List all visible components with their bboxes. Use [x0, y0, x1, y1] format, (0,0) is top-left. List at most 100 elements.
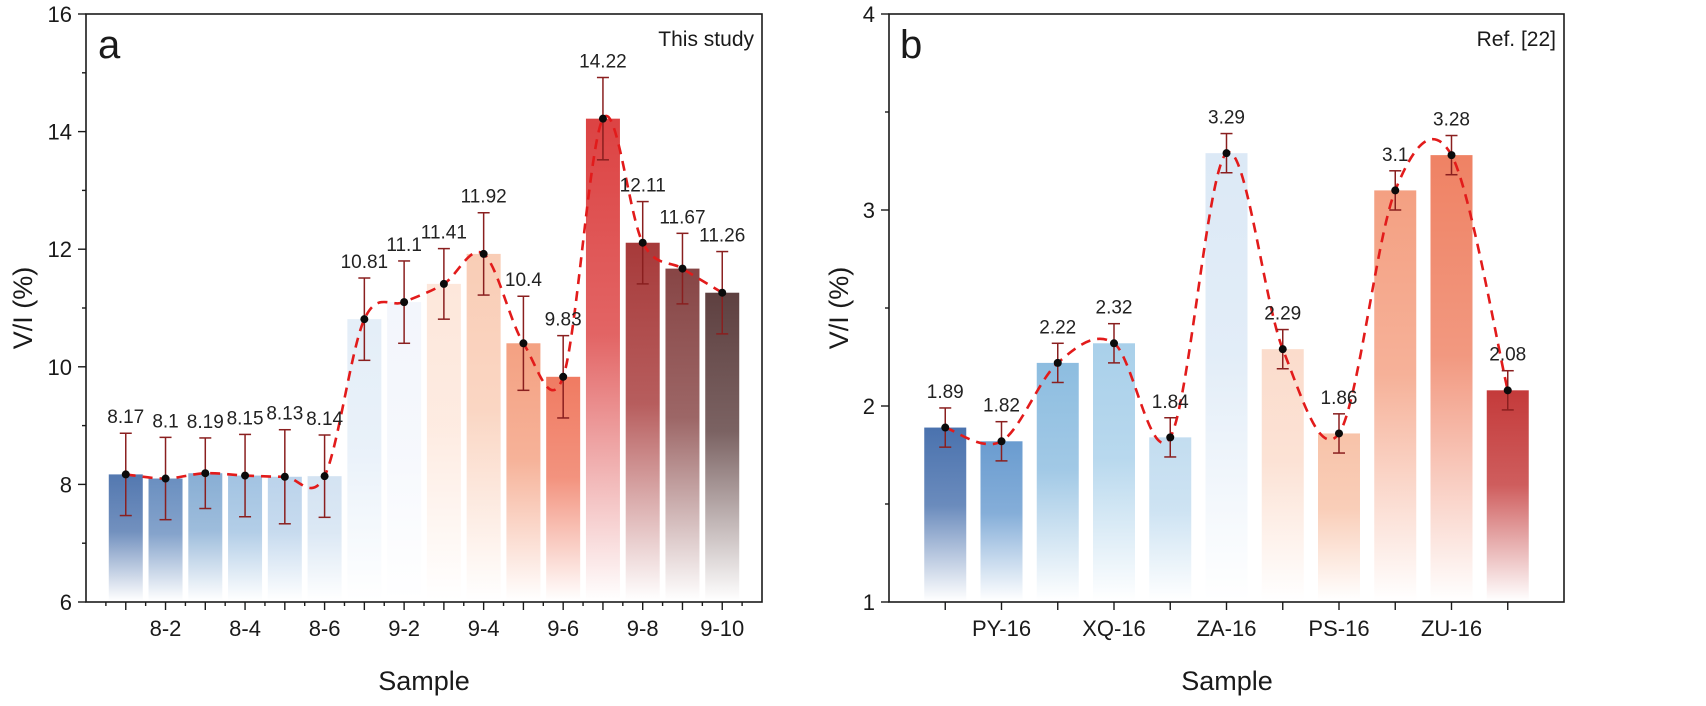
bar: [1374, 190, 1417, 601]
data-point: [1053, 358, 1062, 367]
data-label: 11.67: [659, 207, 705, 228]
data-labels-b: 1.89 1.82 2.22 2.32 1.84 3.29 2.29 1.86 3.1 3.28 2…: [927, 108, 1526, 417]
data-point: [1222, 149, 1231, 158]
data-point: [1391, 186, 1400, 195]
error-bars-a: [119, 76, 729, 525]
data-point: [1166, 433, 1175, 442]
bar: [1036, 362, 1079, 601]
bar: [924, 427, 967, 601]
data-label: 12.11: [620, 176, 666, 197]
data-point: [1447, 151, 1456, 160]
bar: [1261, 349, 1304, 601]
x-tick-label: PS-16: [1308, 616, 1369, 641]
bar: [1486, 390, 1529, 601]
data-point: [598, 114, 607, 123]
data-point: [678, 264, 687, 273]
x-axis-title-a: Sample: [378, 666, 470, 696]
data-point: [280, 472, 289, 481]
bar: [466, 253, 501, 602]
x-tick-label: ZU-16: [1421, 616, 1482, 641]
axis-ticks-b: 1 2 3 4 PY-16 XQ-16 ZA-16 PS-16 ZU-16: [863, 2, 1509, 641]
data-label: 8.15: [227, 408, 264, 429]
data-label: 8.13: [266, 404, 303, 425]
error-bars-b: [939, 132, 1514, 462]
bar: [980, 441, 1023, 601]
y-tick-label: 4: [863, 2, 875, 27]
data-point: [1110, 339, 1118, 348]
data-label: 2.32: [1096, 298, 1133, 319]
data-label: 2.29: [1264, 304, 1301, 325]
data-point: [360, 315, 369, 324]
trend-line-b: [944, 137, 1510, 446]
plot-frame-a: [85, 13, 763, 603]
data-point: [1278, 345, 1287, 354]
data-point: [941, 423, 950, 432]
y-tick-label: 12: [48, 237, 72, 262]
data-label: 1.82: [983, 396, 1020, 417]
x-tick-label: 8-2: [150, 616, 182, 641]
data-label: 1.84: [1152, 392, 1189, 413]
bar: [585, 118, 620, 601]
data-label: 8.19: [187, 412, 224, 433]
x-tick-label: 8-4: [229, 616, 261, 641]
data-point: [1335, 429, 1343, 438]
chart-panel-b: 1 2 3 4 PY-16 XQ-16 ZA-16 PS-16 ZU-16 1.89 1.82 2.…: [824, 2, 1565, 696]
x-tick-label: 9-4: [468, 616, 500, 641]
y-tick-label: 14: [48, 120, 72, 145]
data-point: [121, 470, 130, 479]
data-label: 11.1: [386, 235, 422, 256]
y-tick-label: 6: [60, 590, 72, 615]
x-tick-label: XQ-16: [1082, 616, 1146, 641]
data-label: 11.92: [461, 187, 507, 208]
data-label: 3.1: [1382, 145, 1408, 166]
data-label: 8.1: [152, 411, 178, 432]
y-tick-label: 2: [863, 394, 875, 419]
data-label: 2.22: [1039, 317, 1076, 338]
bar: [625, 242, 660, 601]
y-tick-label: 8: [60, 472, 72, 497]
data-label: 1.86: [1321, 388, 1358, 409]
data-label: 11.41: [421, 223, 467, 244]
y-axis-title-b: V/I (%): [824, 267, 854, 350]
x-tick-label: 9-2: [388, 616, 420, 641]
x-tick-label: 9-10: [700, 616, 744, 641]
bars-a: [108, 118, 740, 602]
data-label: 10.4: [505, 270, 542, 291]
data-label: 14.22: [579, 52, 627, 73]
data-label: 2.08: [1489, 345, 1526, 366]
y-tick-label: 3: [863, 198, 875, 223]
y-axis-title-a: V/I (%): [8, 267, 38, 350]
data-point: [320, 472, 329, 481]
data-point: [161, 474, 170, 483]
data-label: 9.83: [545, 310, 582, 331]
data-point: [241, 471, 250, 480]
data-label: 11.26: [699, 226, 745, 247]
data-label: 3.28: [1433, 110, 1470, 131]
x-tick-label: 9-6: [547, 616, 579, 641]
data-label: 3.29: [1208, 108, 1245, 129]
data-label: 10.81: [341, 252, 389, 273]
data-point: [479, 249, 488, 258]
y-tick-label: 10: [48, 355, 72, 380]
bar: [387, 302, 422, 601]
panel-label-a: a: [98, 23, 121, 67]
bar: [1093, 343, 1135, 601]
x-tick-label: ZA-16: [1197, 616, 1257, 641]
chart-panel-a: 6 8 10 12 14 16 8-2 8-4 8-6 9-2 9-4 9-6 9-8 9-10 8.17…: [8, 2, 763, 696]
data-point: [201, 469, 210, 478]
data-point: [439, 279, 448, 288]
axis-ticks-a: 6 8 10 12 14 16 8-2 8-4 8-6 9-2 9-4 9-6 9-8 9-10: [48, 2, 745, 641]
bar: [426, 283, 461, 601]
data-point: [1503, 386, 1512, 395]
data-point: [997, 437, 1006, 446]
bar: [1205, 153, 1248, 601]
bar: [1430, 155, 1473, 601]
data-point: [718, 288, 727, 297]
bar: [1149, 437, 1192, 601]
data-label: 8.14: [306, 409, 343, 430]
y-tick-label: 16: [48, 2, 72, 27]
data-label: 8.17: [107, 407, 144, 428]
bar: [665, 268, 700, 601]
